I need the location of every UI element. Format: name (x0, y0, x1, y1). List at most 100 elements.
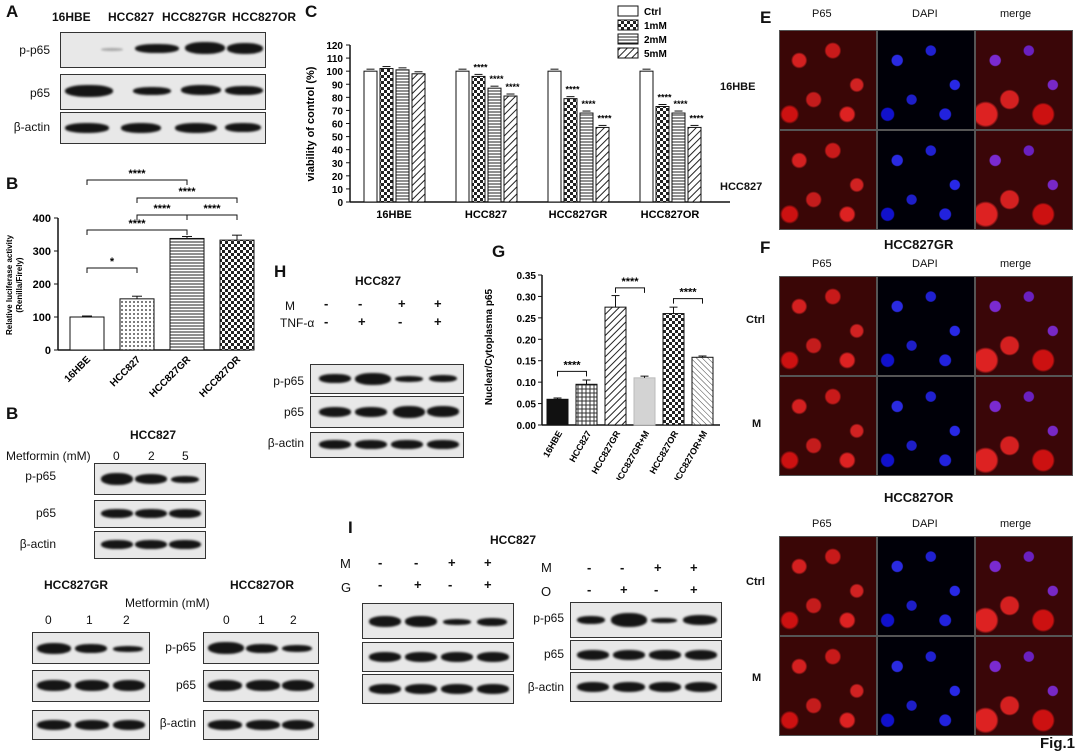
panel-label-b: B (6, 174, 19, 193)
significance-bracket (86, 267, 138, 273)
significance-label: **** (153, 203, 171, 215)
x-tick-label: 16HBE (63, 354, 94, 385)
blot-p65 (310, 396, 464, 428)
x-tick-label: HCC827GR (549, 209, 608, 221)
bar (395, 69, 410, 203)
significance-label: **** (657, 92, 672, 102)
legend-label: 2mM (644, 35, 667, 46)
panel-title: HCC827GR (884, 237, 954, 252)
blot-p65 (570, 640, 722, 670)
treatment-label: G (341, 580, 352, 595)
bar (639, 70, 654, 203)
micrograph-dapi (877, 376, 975, 476)
micrograph-p65 (779, 276, 877, 376)
treatment-sign: + (484, 577, 492, 592)
treatment-label: Metformin (mM) (6, 449, 91, 463)
viability-chart: 0 10 20 30 40 50 60 70 80 90 100 110 120 viability of… (305, 5, 730, 221)
bar (169, 237, 205, 351)
treatment-label: M (541, 560, 552, 575)
blot-b-actin (94, 531, 206, 559)
y-tick-label: 70 (332, 106, 344, 117)
row-label: p-p65 (533, 611, 564, 625)
column-label: DAPI (912, 258, 938, 270)
figure-label: Fig.1 (1040, 735, 1076, 752)
treatment-sign: + (434, 296, 442, 311)
blot-p-p65 (60, 32, 266, 68)
bar (119, 298, 155, 351)
significance-label: **** (128, 218, 146, 230)
micrograph-p65 (779, 130, 877, 230)
blot-p-p65 (203, 632, 319, 664)
lane-label: 16HBE (52, 10, 91, 24)
significance-label: **** (581, 99, 596, 109)
blot-title: HCC827 (130, 428, 177, 442)
row-label: β-actin (159, 716, 196, 730)
column-label: DAPI (912, 8, 938, 20)
treatment-label: M (340, 556, 351, 571)
luciferase-chart: 0 100 200 300 400 Relative luciferase activit… (5, 168, 255, 400)
blot-p-p65 (32, 632, 150, 664)
column-label: P65 (812, 258, 832, 270)
blot-title: HCC827 (355, 274, 402, 288)
bar (69, 316, 105, 351)
significance-label: **** (203, 203, 221, 215)
row-label: Ctrl (746, 314, 765, 326)
treatment-label: TNF-α (280, 316, 315, 330)
column-label: merge (1000, 258, 1032, 270)
blot-b-actin (60, 112, 266, 144)
significance-label: **** (489, 74, 504, 84)
micrograph-dapi (877, 130, 975, 230)
treatment-sign: + (398, 296, 406, 311)
micrograph-merge (975, 636, 1073, 736)
significance-label: **** (565, 85, 580, 95)
significance-label: **** (178, 186, 196, 198)
y-tick-label: 50 (332, 133, 344, 144)
bar (633, 377, 656, 426)
bar (579, 112, 594, 203)
bar (575, 383, 598, 426)
treatment-sign: - (587, 582, 592, 597)
dose-label: 1 (86, 613, 93, 627)
y-tick-label: 0.20 (517, 335, 537, 346)
nuclear-ratio-chart: 0.00 0.05 0.10 0.15 0.20 0.25 0.30 0.35 Nuclear/… (484, 271, 720, 480)
y-axis-label: Relative luciferase activity (5, 234, 14, 335)
y-tick-label: 100 (33, 312, 51, 324)
y-tick-label: 0.05 (517, 400, 537, 411)
column-label: merge (1000, 8, 1032, 20)
micrograph-merge (975, 30, 1073, 130)
x-tick-label: HCC827OR (648, 429, 681, 476)
y-tick-label: 0 (337, 198, 343, 209)
micrograph-p65 (779, 376, 877, 476)
treatment-sign: + (448, 555, 456, 570)
legend-swatch (617, 19, 639, 31)
y-tick-label: 0.30 (517, 292, 537, 303)
dose-label: 0 (45, 613, 52, 627)
panel-label-g: G (492, 242, 506, 261)
x-tick-label: HCC827GR (590, 429, 623, 476)
row-label: β-actin (19, 537, 56, 551)
micrograph-dapi (877, 30, 975, 130)
legend-swatch (617, 33, 639, 45)
blot-p65 (203, 670, 319, 702)
treatment-sign: + (690, 582, 698, 597)
treatment-sign: - (324, 296, 329, 311)
lane-label: HCC827GR (162, 10, 227, 24)
y-tick-label: 200 (33, 279, 51, 291)
y-tick-label: 80 (332, 93, 344, 104)
blot-title: HCC827OR (230, 578, 295, 592)
y-axis-label: viability of control (%) (305, 66, 317, 181)
column-label: DAPI (912, 518, 938, 530)
panel-title: HCC827OR (884, 490, 954, 505)
row-label: p-p65 (165, 640, 196, 654)
bar (471, 75, 486, 203)
significance-label: **** (128, 168, 146, 180)
row-label: p-p65 (273, 374, 304, 388)
y-axis-label: Nuclear/Cytoplasma p65 (484, 288, 495, 405)
legend-label: 1mM (644, 21, 667, 32)
bar (595, 126, 610, 203)
significance-bracket (86, 229, 188, 235)
bar (379, 68, 394, 203)
bar (487, 87, 502, 203)
y-tick-label: 0.10 (517, 378, 537, 389)
row-label: M (752, 418, 762, 430)
